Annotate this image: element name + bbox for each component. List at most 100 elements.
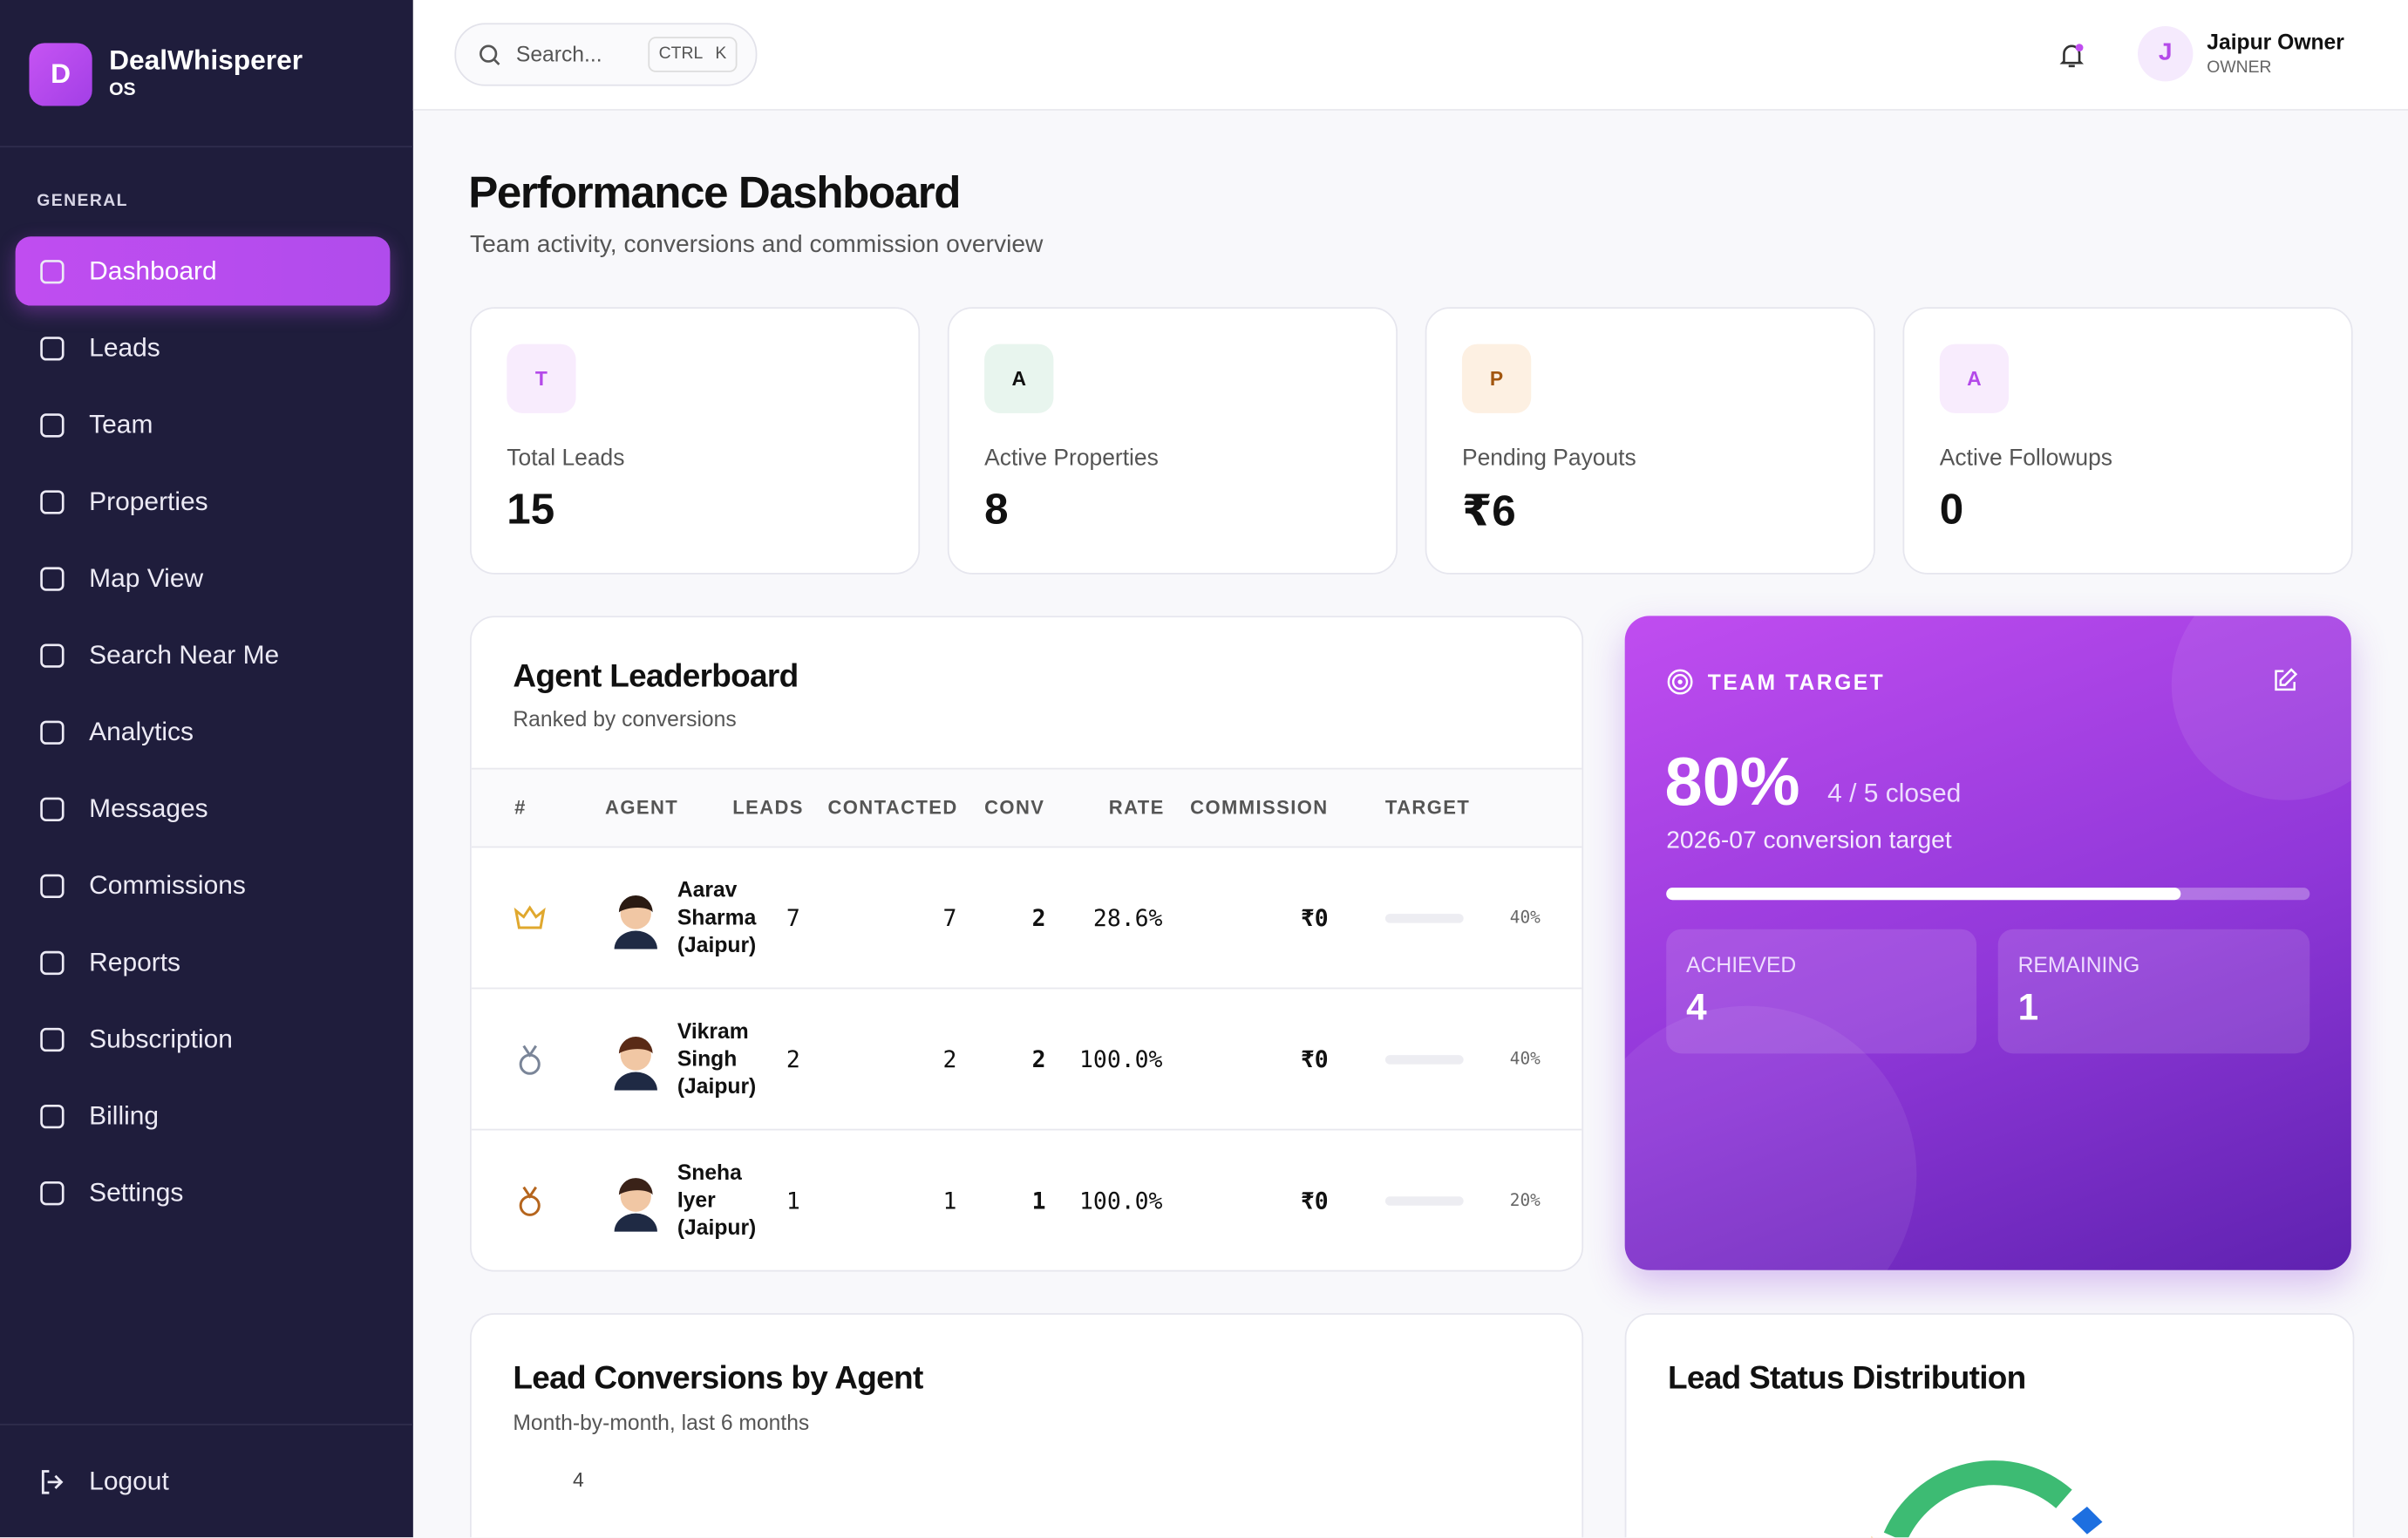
nav-item[interactable]: Properties (16, 466, 391, 535)
icon-shape (40, 949, 65, 975)
remaining-value: 1 (2017, 987, 2039, 1030)
column-header: LEADS (732, 797, 804, 819)
column-header: AGENT (605, 797, 679, 819)
nav-icon (40, 1104, 65, 1128)
edit-icon[interactable] (2271, 666, 2299, 694)
nav-item[interactable]: Map View (16, 544, 391, 613)
column-header: CONTACTED (827, 797, 958, 819)
nav-item[interactable]: Reports (16, 928, 391, 997)
icon-shape (40, 643, 65, 667)
agent-name: Sneha Iyer (Jaipur) (677, 1159, 757, 1240)
stat-value: 15 (507, 485, 555, 534)
agent-name: Aarav Sharma (Jaipur) (677, 876, 757, 957)
nav-icon (40, 643, 65, 667)
commission: ₹0 (1300, 1045, 1329, 1074)
agent-name: Vikram Singh (Jaipur) (677, 1017, 757, 1099)
stat-label: Active Properties (984, 445, 1159, 472)
card-title: Lead Conversions by Agent (513, 1360, 923, 1397)
y-tick-label: 4 (573, 1467, 584, 1492)
nav-label: Dashboard (89, 255, 217, 285)
commission: ₹0 (1300, 1187, 1329, 1215)
stat-card: T Total Leads 15 (470, 307, 921, 575)
target-pct: 40% (1509, 908, 1541, 928)
nav-item[interactable]: Settings (16, 1158, 391, 1227)
nav-label: Billing (89, 1100, 160, 1130)
logout-icon (41, 1469, 64, 1494)
agent-avatar (614, 1178, 657, 1232)
nav-item[interactable]: Leads (16, 313, 391, 382)
icon-shape (40, 259, 65, 283)
conv: 1 (1031, 1187, 1046, 1215)
target-pct: 20% (1509, 1190, 1541, 1211)
stat-label: Pending Payouts (1461, 445, 1636, 472)
stat-badge: A (1939, 344, 2010, 413)
status-card: Lead Status Distribution (1624, 1313, 2355, 1538)
user-avatar[interactable]: J (2138, 25, 2194, 82)
target-track (1384, 914, 1464, 923)
nav-icon (40, 873, 65, 898)
target-percent: 80% (1664, 745, 1800, 820)
achieved-box: ACHIEVED 4 (1666, 929, 1977, 1054)
stat-card: P Pending Payouts ₹6 (1425, 307, 1875, 575)
shortcut: CTRL K (648, 37, 738, 72)
commission: ₹0 (1300, 904, 1329, 933)
icon-shape (40, 1104, 65, 1128)
nav-icon (40, 1027, 65, 1051)
rate: 100.0% (1079, 1187, 1163, 1215)
nav-icon (40, 949, 65, 975)
leads: 7 (786, 904, 800, 933)
stat-value: 8 (984, 485, 1009, 534)
stat-card: A Active Followups 0 (1902, 307, 2353, 575)
conv: 2 (1031, 904, 1046, 933)
nav-label: Leads (89, 332, 160, 362)
nav-item[interactable]: Commissions (16, 851, 391, 920)
avatar-body (614, 1072, 657, 1091)
avatar-hair (618, 1037, 653, 1054)
divider (0, 146, 413, 148)
nav-icon (40, 1181, 65, 1205)
nav-item[interactable]: Analytics (16, 698, 391, 766)
nav-item[interactable]: Dashboard (15, 236, 391, 306)
nav-icon (40, 489, 65, 514)
search-box[interactable]: Search... CTRL K (454, 23, 758, 86)
nav-item[interactable]: Billing (16, 1081, 391, 1150)
icon-shape (40, 412, 65, 437)
rank-shape (519, 1045, 541, 1075)
target-closed: 4 / 5 closed (1827, 779, 1962, 808)
bell-icon[interactable] (2057, 40, 2087, 71)
avatar-body (614, 930, 657, 949)
logo: D (29, 43, 92, 106)
user-name: Jaipur Owner (2207, 29, 2344, 54)
stat-badge: A (984, 344, 1054, 413)
nav-item[interactable]: Messages (16, 774, 391, 843)
nav-label: Search Near Me (89, 639, 280, 670)
brand-sub: OS (109, 78, 136, 100)
logout-label: Logout (89, 1466, 169, 1495)
leaderboard-card: Agent Leaderboard Ranked by conversions … (470, 616, 1584, 1272)
icon-shape (40, 719, 65, 745)
nav-label: Subscription (89, 1024, 233, 1053)
section-label: GENERAL (37, 192, 128, 211)
column-header: TARGET (1384, 797, 1471, 819)
icon-shape (40, 566, 65, 590)
brand: DealWhisperer (109, 44, 303, 76)
remaining-label: REMAINING (2017, 952, 2140, 977)
logout[interactable]: Logout (16, 1446, 391, 1515)
rate: 100.0% (1079, 1045, 1163, 1074)
nav-item[interactable]: Subscription (16, 1004, 391, 1073)
nav-item[interactable]: Team (16, 390, 391, 459)
stat-card: A Active Properties 8 (947, 307, 1398, 575)
nav-icon (40, 259, 65, 283)
icon-shape (40, 1181, 65, 1205)
nav-item[interactable]: Search Near Me (16, 621, 391, 690)
donut-partial (1871, 1460, 2103, 1538)
nav-icon (40, 412, 65, 437)
leads: 1 (786, 1187, 800, 1215)
stat-badge: T (507, 344, 576, 413)
nav-label: Map View (89, 562, 204, 593)
target-pct: 40% (1509, 1049, 1541, 1070)
nav-icon (40, 566, 65, 590)
target-icon (1667, 669, 1693, 695)
